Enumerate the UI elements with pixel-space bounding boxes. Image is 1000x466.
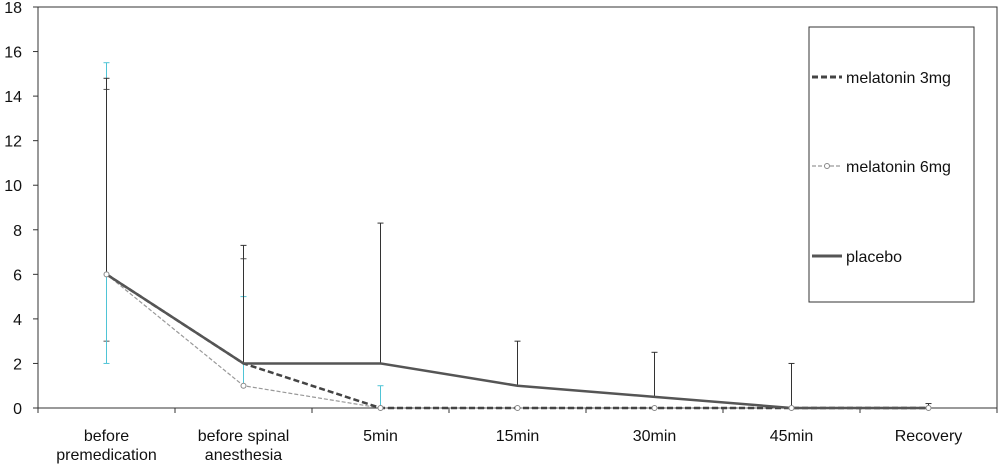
x-tick-label: before premedication: [56, 428, 157, 464]
y-tick-label: 8: [13, 223, 22, 240]
data-point-melatonin-6mg: [925, 405, 932, 411]
x-tick-label: Recovery: [895, 428, 963, 445]
x-tick-label: 45min: [770, 428, 814, 445]
legend: melatonin 3mg melatonin 6mg placebo: [808, 26, 975, 303]
x-tick-label: 15min: [496, 428, 540, 445]
data-point-melatonin-6mg: [514, 405, 521, 411]
y-tick-label: 10: [4, 178, 22, 195]
y-tick-label: 16: [4, 45, 22, 62]
series-markers: [103, 271, 932, 411]
x-tick-label: 5min: [363, 428, 398, 445]
y-tick-label: 14: [4, 89, 22, 106]
tick-labels: 0 2 4 6 8 10 12 14 16 18 before premedication before…: [4, 0, 962, 464]
legend-label-placebo: placebo: [846, 249, 902, 266]
legend-label-melatonin-3mg: melatonin 3mg: [846, 70, 951, 87]
data-point-melatonin-6mg: [788, 405, 795, 411]
error-bars: [103, 62, 932, 408]
legend-label-melatonin-6mg: melatonin 6mg: [846, 159, 951, 176]
data-point-melatonin-6mg: [377, 405, 384, 411]
x-tick-label: before spinal anesthesia: [198, 428, 290, 464]
data-point-melatonin-6mg: [651, 405, 658, 411]
y-tick-label: 12: [4, 134, 22, 151]
data-point-melatonin-6mg: [240, 382, 247, 389]
legend-marker-melatonin-6mg: [824, 163, 830, 169]
y-tick-label: 2: [13, 356, 22, 373]
x-tick-label: 30min: [633, 428, 677, 445]
data-point-melatonin-6mg: [103, 271, 110, 278]
y-tick-label: 18: [4, 0, 22, 17]
y-tick-label: 6: [13, 267, 22, 284]
y-tick-label: 4: [13, 312, 22, 329]
y-tick-label: 0: [13, 401, 22, 418]
